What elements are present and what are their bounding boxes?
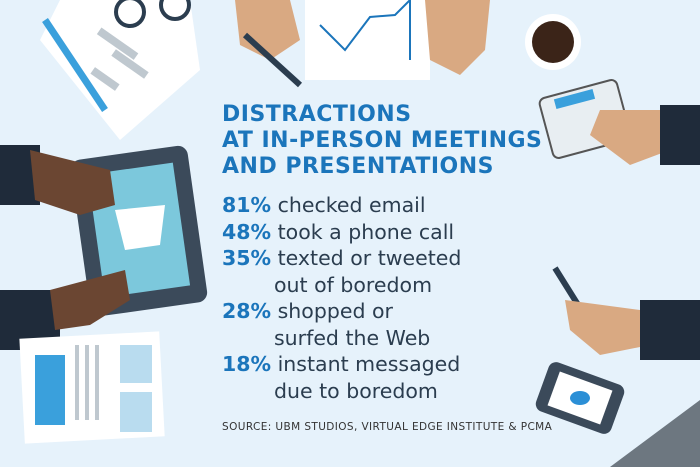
stat-percent: 18% — [222, 352, 272, 376]
coffee-cup-icon — [525, 14, 581, 70]
hand-with-pen-icon — [235, 0, 303, 88]
stats-list: 81% checked email 48% took a phone call … — [222, 192, 461, 404]
stat-item: 18% instant messaged — [222, 351, 461, 378]
line-chart-paper-icon — [305, 0, 490, 80]
glasses-icon — [114, 0, 191, 28]
stat-text: took a phone call — [277, 219, 455, 244]
pencil-icon — [42, 18, 108, 112]
infographic-title: DISTRACTIONS AT IN-PERSON MEETINGS AND P… — [222, 102, 542, 180]
stat-text: texted or tweeted — [277, 246, 462, 270]
newspaper-icon — [19, 331, 165, 444]
stat-text-continued: out of boredom — [274, 272, 433, 297]
stat-text-continued: due to boredom — [274, 378, 438, 403]
stat-item: 35% texted or tweeted — [222, 245, 461, 272]
stat-item: 28% shopped or — [222, 298, 461, 325]
document-with-flowchart-icon — [40, 0, 200, 140]
title-line: AT IN-PERSON MEETINGS — [222, 128, 543, 153]
calculator-icon — [538, 79, 700, 165]
smartphone-with-twitter-bird-icon — [535, 362, 625, 434]
stat-text: instant messaged — [277, 352, 461, 376]
stat-percent: 28% — [222, 299, 272, 323]
hand-with-fountain-pen-icon — [552, 266, 700, 360]
stat-percent: 48% — [222, 219, 272, 244]
stat-percent: 35% — [222, 246, 272, 270]
stat-item: 48% took a phone call — [222, 219, 461, 246]
stat-text: checked email — [277, 193, 426, 217]
source-credit: SOURCE: UBM STUDIOS, VIRTUAL EDGE INSTIT… — [222, 421, 553, 433]
title-line: AND PRESENTATIONS — [222, 154, 495, 179]
stat-text: shopped or — [277, 299, 393, 323]
keyboard-icon — [610, 400, 700, 467]
stat-item: 81% checked email — [222, 192, 461, 219]
stat-percent: 81% — [222, 193, 272, 217]
stat-text-continued: surfed the Web — [274, 325, 431, 350]
title-line: DISTRACTIONS — [222, 102, 412, 127]
